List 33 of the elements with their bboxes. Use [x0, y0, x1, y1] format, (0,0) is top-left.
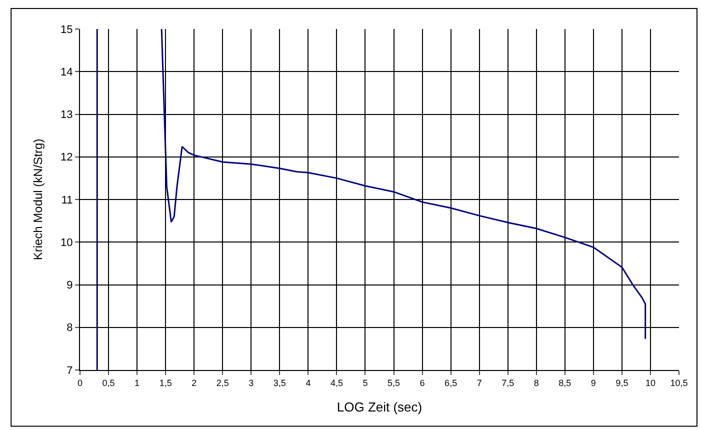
x-tick-label: 3,5	[273, 378, 286, 388]
x-tick-label: 7	[476, 378, 482, 388]
x-tick-label: 0,5	[102, 378, 115, 388]
y-tick-label: 7	[66, 364, 73, 377]
x-tick-label: 1,5	[159, 378, 172, 388]
x-axis-title: LOG Zeit (sec)	[336, 399, 422, 414]
y-tick-label: 11	[61, 194, 73, 206]
y-tick-label: 8	[66, 322, 73, 334]
x-tick-label: 5,5	[388, 378, 400, 388]
x-tick-label: 9	[590, 378, 596, 388]
x-tick-label: 8	[534, 378, 539, 388]
x-tick-label: 8,5	[558, 378, 572, 388]
x-tick-label: 3	[248, 378, 254, 388]
x-tick-label: 4,5	[330, 378, 343, 388]
y-axis-title: Kriech Modul (kN/Strg)	[30, 138, 45, 260]
x-tick-label: 4	[306, 378, 311, 388]
x-tick-label: 2	[192, 378, 197, 388]
x-tick-label: 2,5	[216, 378, 229, 388]
x-tick-label: 6	[420, 378, 425, 388]
x-tick-label: 10	[645, 378, 656, 388]
x-tick-label: 10,5	[670, 378, 688, 388]
x-tick-label: 7,5	[502, 378, 514, 388]
y-tick-label: 14	[60, 66, 73, 78]
x-tick-label: 9,5	[616, 378, 628, 388]
x-tick-label: 1	[134, 378, 140, 388]
x-tick-label: 6,5	[444, 378, 458, 388]
y-tick-label: 9	[66, 280, 73, 292]
y-tick-label: 15	[60, 24, 73, 36]
x-tick-label: 0	[77, 378, 83, 388]
y-tick-label: 12	[60, 152, 73, 164]
y-tick-label: 13	[60, 109, 73, 122]
y-tick-label: 10	[60, 236, 73, 249]
x-tick-label: 5	[362, 378, 368, 388]
